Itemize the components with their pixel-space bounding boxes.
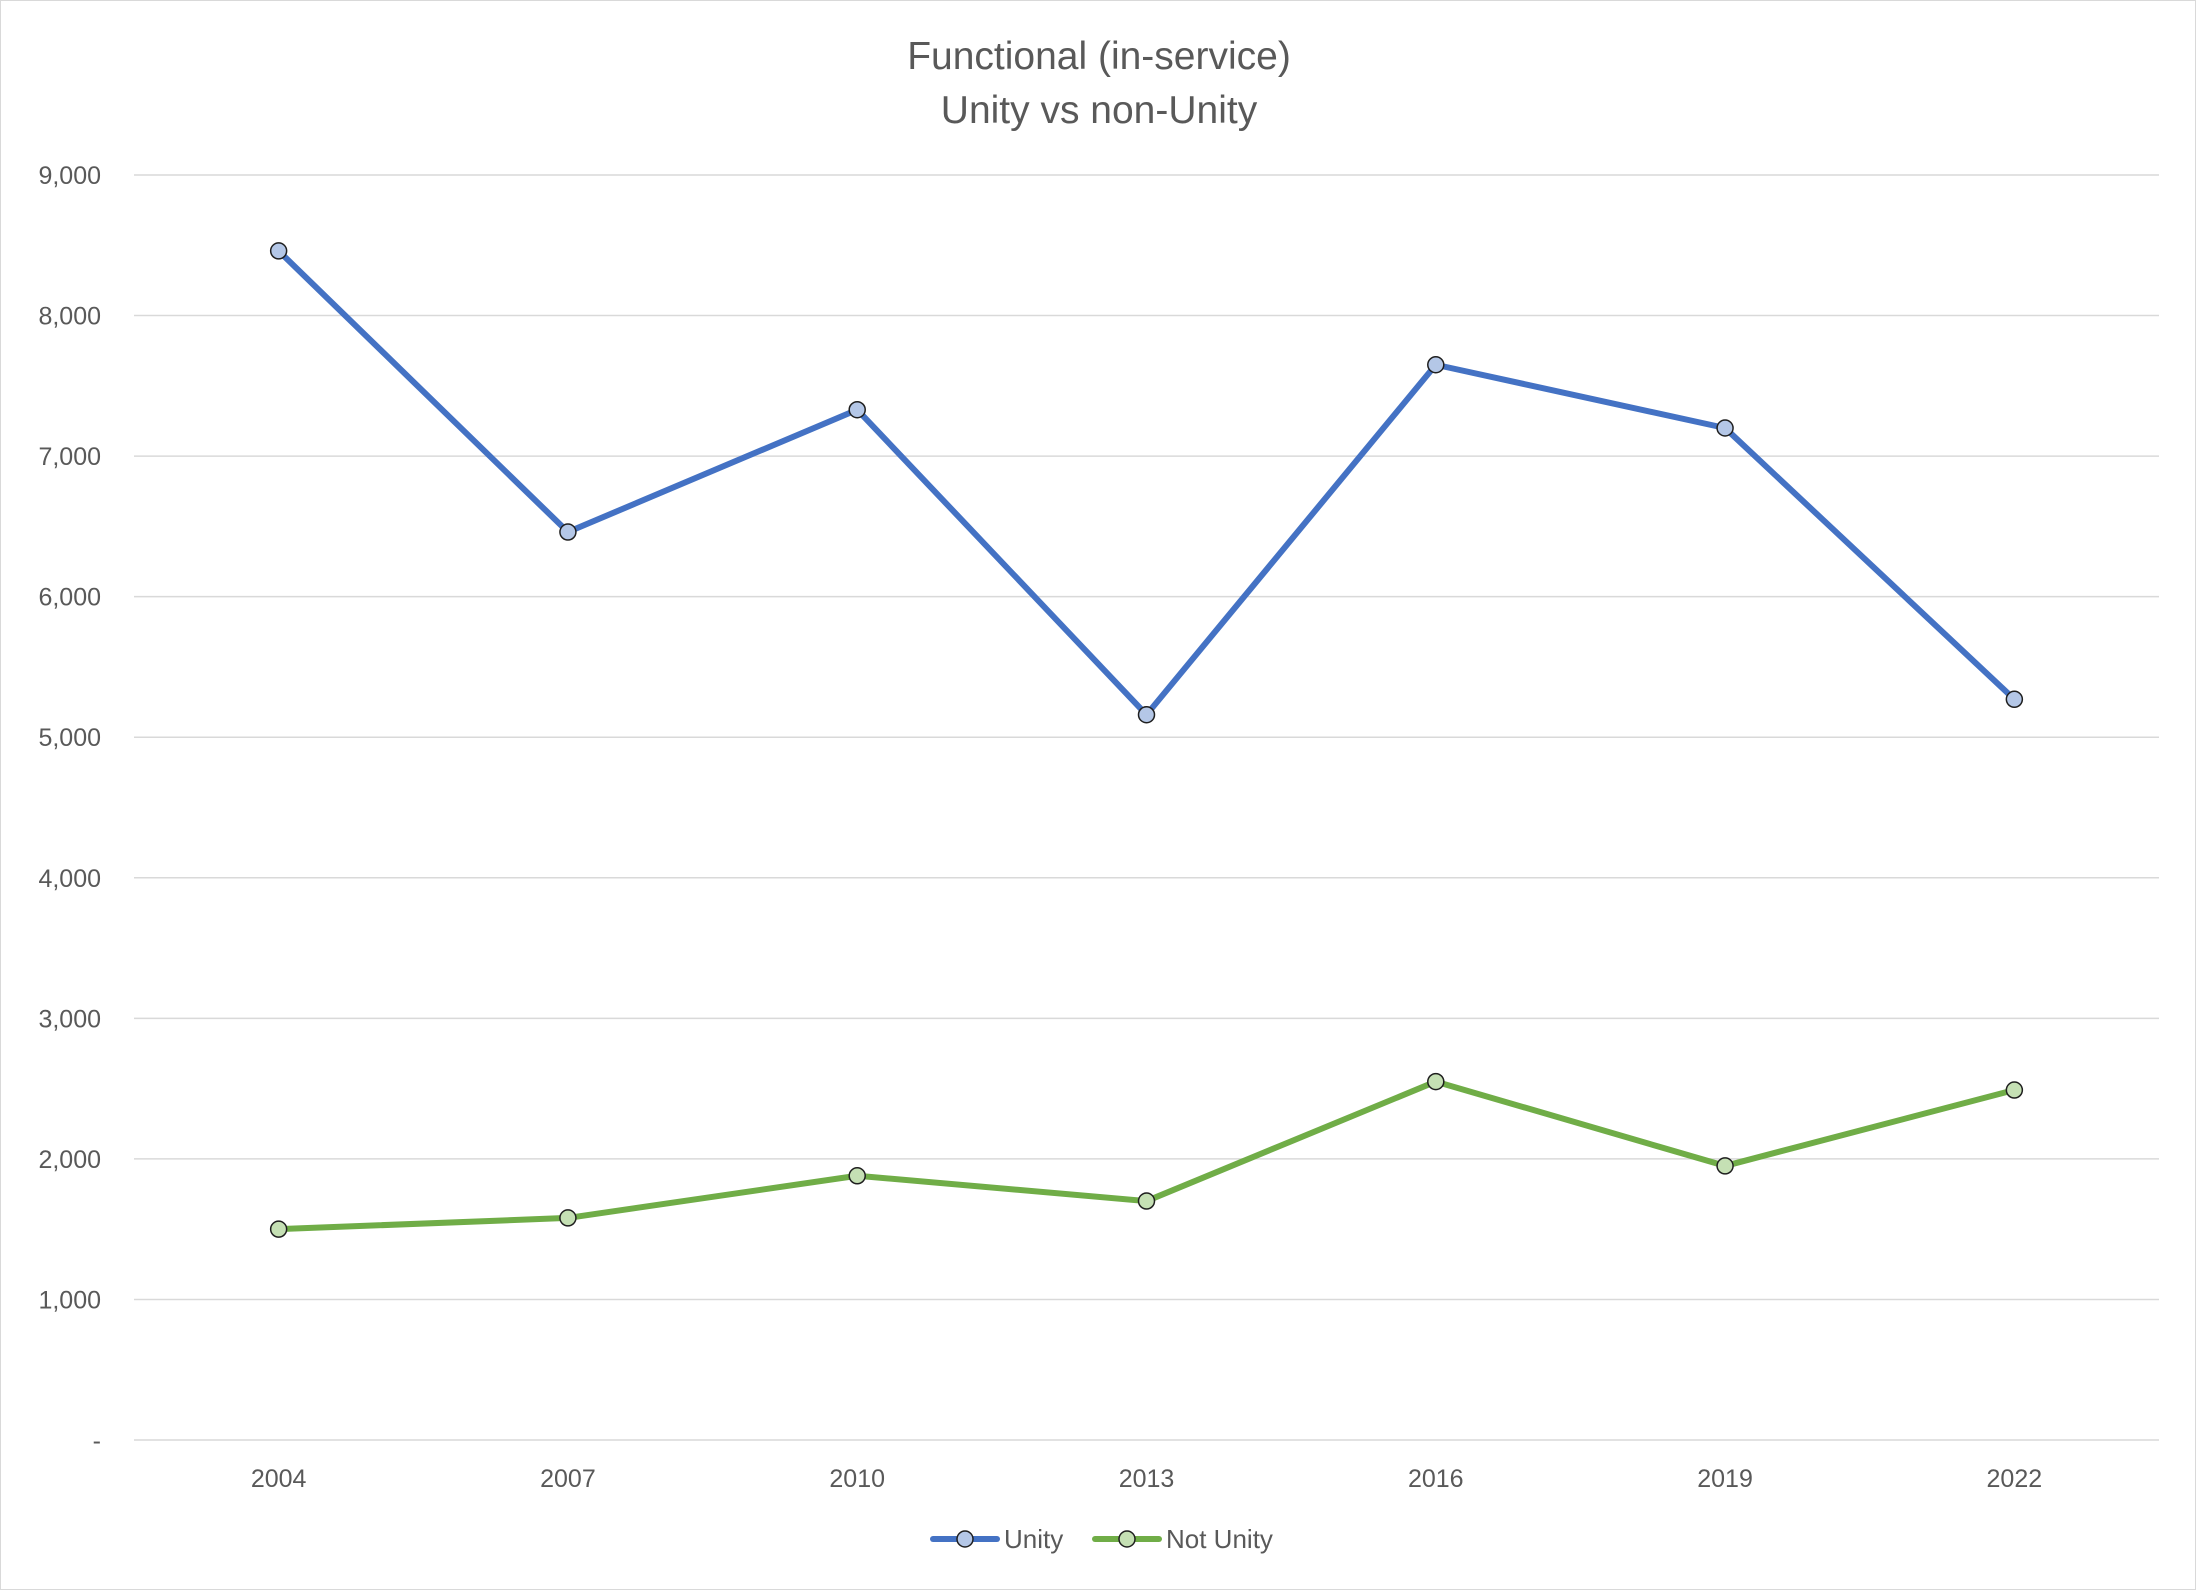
x-tick-label: 2016	[1408, 1465, 1464, 1493]
data-point	[1137, 1192, 1156, 1210]
legend-item-unity: Unity	[930, 1524, 1063, 1554]
x-axis-tick-labels: 2004 2007 2010 2013 2016 2019 2022	[251, 1465, 2042, 1493]
x-tick-label: 2013	[1119, 1465, 1175, 1493]
data-point	[1716, 1157, 1734, 1175]
chart-title: Functional (in-service)	[907, 35, 1291, 78]
x-tick-label: 2004	[251, 1465, 307, 1493]
y-tick-label: -	[93, 1427, 101, 1455]
series-not-unity	[269, 1072, 2024, 1238]
chart-subtitle: Unity vs non-Unity	[941, 89, 1258, 132]
series-layer	[269, 242, 2024, 1238]
y-tick-label: 8,000	[38, 303, 101, 331]
legend-label: Not Unity	[1166, 1524, 1273, 1554]
y-tick-label: 5,000	[38, 724, 101, 752]
y-tick-label: 3,000	[38, 1005, 101, 1033]
legend-swatch-marker	[1118, 1530, 1136, 1548]
y-tick-label: 6,000	[38, 584, 101, 612]
legend: Unity Not Unity	[930, 1524, 1273, 1554]
x-tick-label: 2007	[540, 1465, 596, 1493]
data-point	[1427, 1072, 1445, 1091]
gridlines	[134, 174, 2159, 1441]
legend-label: Unity	[1004, 1524, 1063, 1554]
y-tick-label: 9,000	[38, 162, 101, 190]
data-point	[848, 1167, 866, 1185]
data-point	[2005, 690, 2024, 709]
data-point	[269, 1220, 288, 1238]
series-line	[275, 247, 2018, 718]
data-point	[848, 400, 866, 419]
data-point	[2005, 1081, 2024, 1099]
y-tick-label: 1,000	[38, 1286, 101, 1314]
legend-swatch-marker	[956, 1530, 974, 1548]
data-point	[1427, 356, 1445, 374]
y-tick-label: 2,000	[38, 1146, 101, 1174]
y-axis-tick-labels: - 1,000 2,000 3,000 4,000 5,000 6,000 7,000 8,00…	[38, 162, 101, 1455]
x-tick-label: 2019	[1697, 1465, 1753, 1493]
data-point	[1716, 419, 1734, 437]
x-tick-label: 2022	[1987, 1465, 2043, 1493]
y-tick-label: 7,000	[38, 443, 101, 471]
y-tick-label: 4,000	[38, 865, 101, 893]
x-tick-label: 2010	[829, 1465, 885, 1493]
data-point	[1137, 705, 1156, 724]
legend-item-not-unity: Not Unity	[1092, 1524, 1273, 1554]
data-point	[559, 523, 577, 541]
series-unity	[269, 242, 2024, 724]
data-point	[559, 1209, 577, 1227]
data-point	[269, 242, 288, 260]
